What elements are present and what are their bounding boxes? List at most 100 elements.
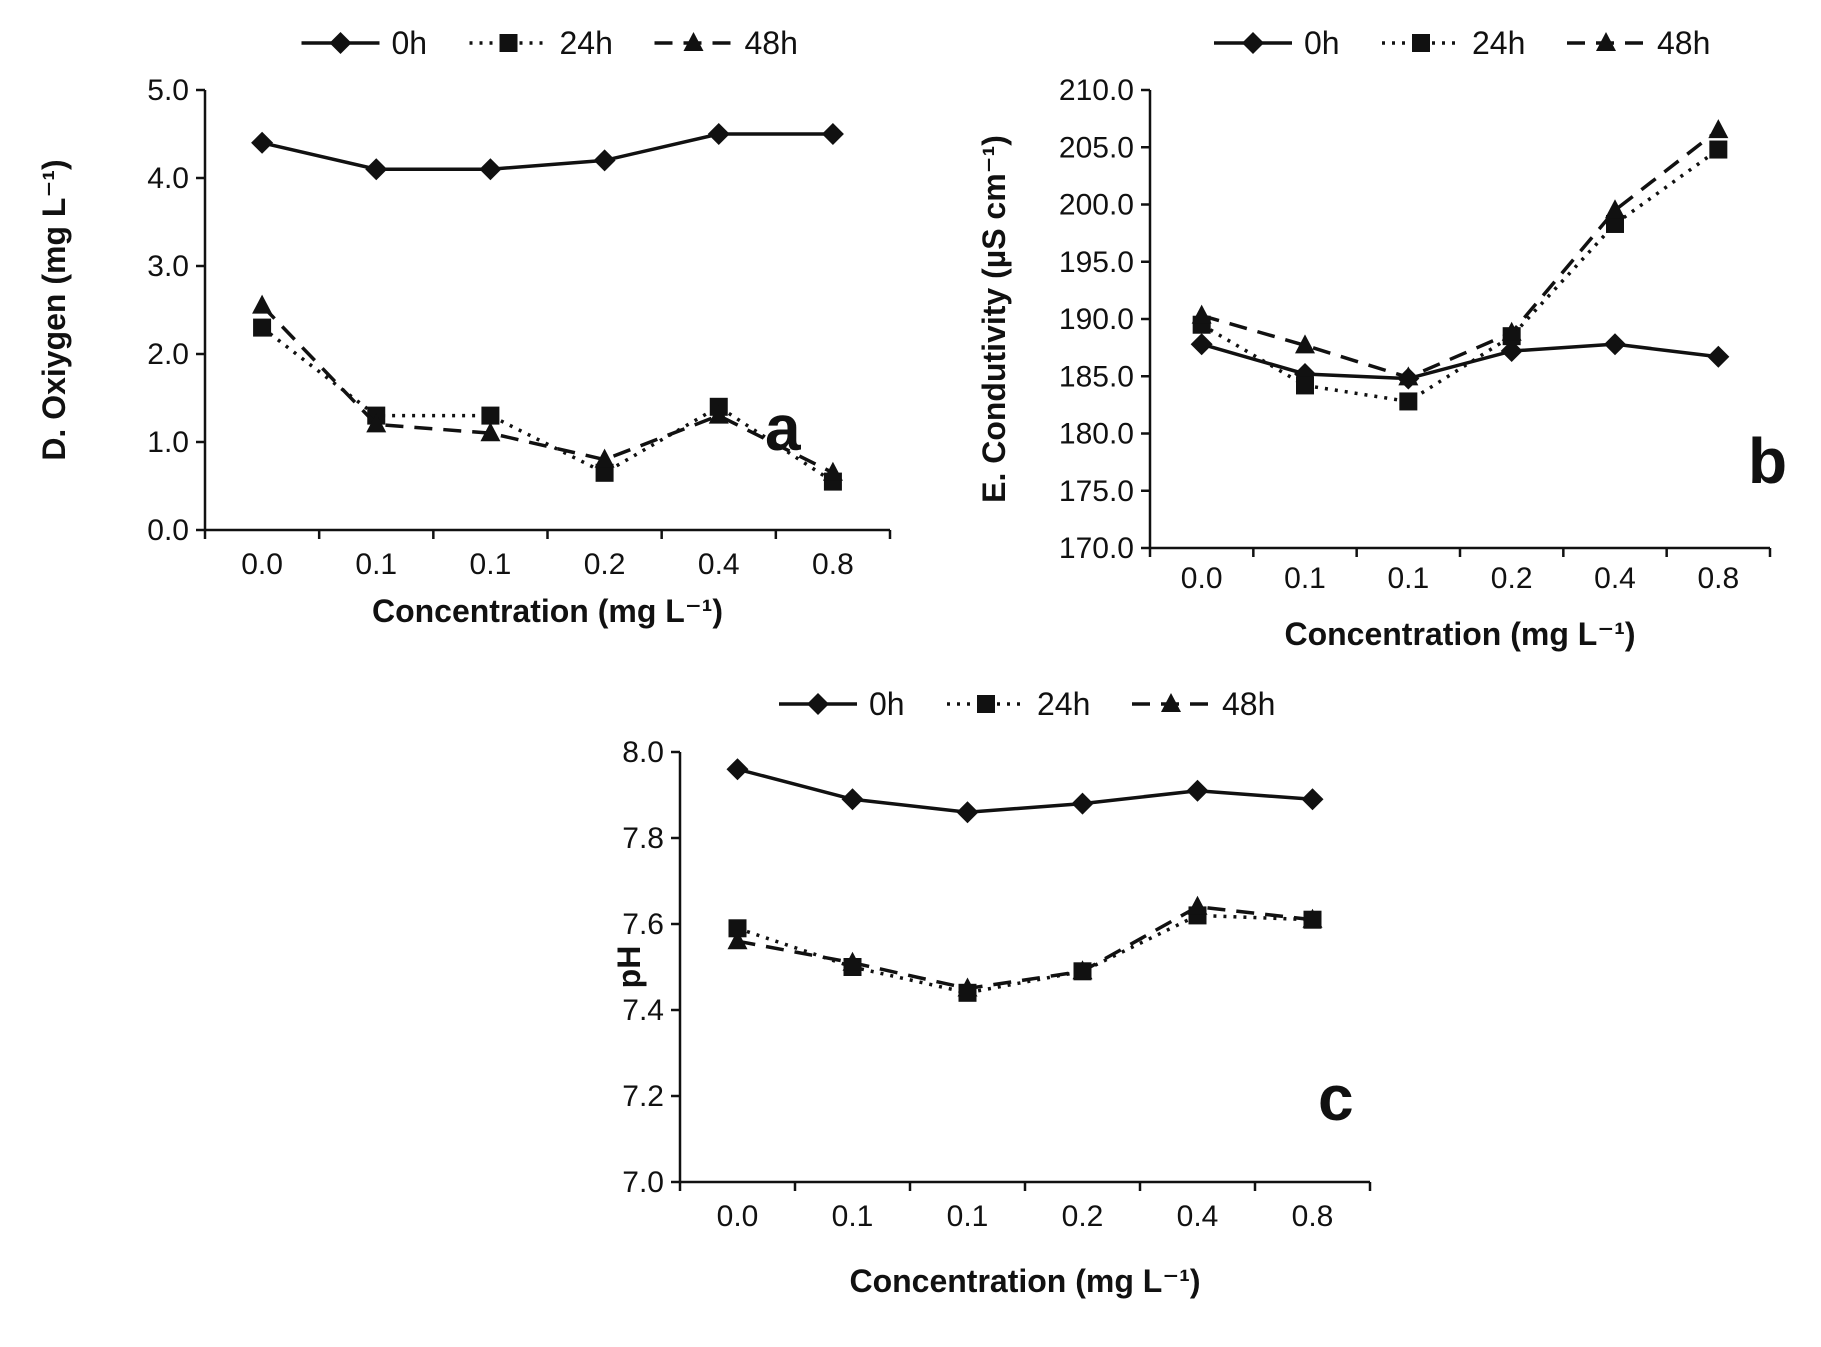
x-tick-label: 0.2 (1491, 562, 1533, 595)
diamond-marker (1301, 788, 1324, 811)
chart-a-dissolved-oxygen: 0.0 1.0 2.0 3.0 4.0 5.0 0.0 0.1 0.1 0.2 0.4 0.8 Conc… (36, 25, 892, 629)
diamond-marker (1071, 792, 1094, 815)
diamond-marker (251, 131, 274, 154)
y-tick-label: 7.6 (622, 908, 664, 941)
legend-item-24h: 24h (947, 686, 1090, 722)
y-axis-title: D. Oxiygen (mg L⁻¹) (36, 159, 72, 460)
legend-item-24h: 24h (1382, 25, 1525, 61)
legend-square-marker (1412, 34, 1430, 52)
legend-square-marker (977, 695, 995, 713)
y-tick-label: 7.8 (622, 822, 664, 855)
series-line-0h (1201, 342, 1719, 381)
y-tick-label: 180.0 (1059, 418, 1134, 451)
y-tick-label: 210.0 (1059, 74, 1134, 107)
x-tick-label: 0.1 (832, 1200, 874, 1233)
legend-triangle-marker (1161, 693, 1181, 712)
triangle-marker (842, 951, 863, 971)
triangle-marker (594, 448, 615, 468)
diamond-marker (726, 758, 749, 781)
x-tick-labels: 0.0 0.1 0.1 0.2 0.4 0.8 (717, 1200, 1334, 1233)
diamond-marker (1604, 333, 1626, 356)
x-tick-label: 0.1 (1284, 562, 1326, 595)
y-tick-label: 1.0 (147, 426, 189, 459)
series-markers-48h (1191, 119, 1729, 386)
triangle-marker (480, 422, 501, 442)
y-tick-labels: 7.0 7.2 7.4 7.6 7.8 8.0 (622, 736, 664, 1199)
series-markers-24h (728, 906, 1322, 1002)
triangle-marker (822, 461, 843, 481)
legend-item-48h: 48h (654, 25, 798, 61)
diamond-marker (1186, 779, 1209, 802)
square-marker (253, 318, 272, 337)
y-tick-label: 0.0 (147, 514, 189, 547)
series-markers-24h (253, 318, 842, 491)
legend-item-0h: 0h (301, 25, 428, 61)
legend: 0h 24h 48h (1214, 25, 1710, 61)
x-tick-label: 0.8 (1697, 562, 1739, 595)
square-marker (728, 919, 747, 938)
x-tick-label: 0.0 (717, 1200, 759, 1233)
panel-letter: a (765, 392, 801, 464)
x-axis-title: Concentration (mg L⁻¹) (1284, 616, 1635, 652)
square-marker (595, 463, 614, 482)
y-tick-label: 8.0 (622, 736, 664, 769)
diamond-marker (1707, 345, 1730, 368)
y-tick-label: 7.2 (622, 1080, 664, 1113)
diamond-marker (956, 801, 979, 824)
legend-label: 0h (392, 25, 428, 61)
panel-b: 170.0 175.0 180.0 185.0 190.0 195.0 200.0 205.0… (950, 5, 1810, 665)
series-markers-0h (1190, 333, 1730, 390)
triangle-marker (727, 930, 748, 950)
legend-label: 48h (1657, 25, 1710, 61)
legend-item-48h: 48h (1132, 686, 1275, 722)
triangle-marker (1501, 321, 1522, 341)
series-line-48h (1201, 128, 1720, 380)
y-tick-label: 200.0 (1059, 189, 1134, 222)
y-tick-label: 190.0 (1059, 303, 1134, 336)
legend-diamond-marker (807, 693, 829, 715)
series-line-0h (737, 767, 1313, 814)
triangle-marker (252, 294, 273, 314)
y-tick-label: 7.4 (622, 994, 664, 1027)
panel-c: 7.0 7.2 7.4 7.6 7.8 8.0 0.0 0.1 0.1 0.2 0.4 0.8 Conc… (430, 662, 1400, 1344)
x-axis-title: Concentration (mg L⁻¹) (849, 1263, 1200, 1299)
legend-item-24h: 24h (469, 25, 613, 61)
series-markers-0h (251, 123, 844, 181)
x-tick-labels: 0.0 0.1 0.1 0.2 0.4 0.8 (241, 548, 854, 581)
y-tick-label: 170.0 (1059, 532, 1134, 565)
x-tick-label: 0.8 (1292, 1200, 1334, 1233)
legend-label: 0h (1304, 25, 1340, 61)
square-marker (1399, 392, 1418, 411)
legend-label: 24h (1472, 25, 1525, 61)
chart-c-ph: 7.0 7.2 7.4 7.6 7.8 8.0 0.0 0.1 0.1 0.2 0.4 0.8 Conc… (611, 686, 1372, 1299)
triangle-marker (1187, 895, 1208, 915)
y-axis-title: E. Condutivity (µS cm⁻¹) (976, 135, 1012, 503)
y-tick-label: 4.0 (147, 162, 189, 195)
x-tick-label: 0.4 (1594, 562, 1636, 595)
y-tick-label: 175.0 (1059, 475, 1134, 508)
y-axis-title: pH (611, 946, 647, 989)
series-line-0h (261, 132, 833, 171)
y-tick-label: 195.0 (1059, 246, 1134, 279)
triangle-marker (366, 413, 387, 433)
x-tick-label: 0.4 (1177, 1200, 1219, 1233)
x-axis-title: Concentration (mg L⁻¹) (372, 593, 723, 629)
triangle-marker (708, 404, 729, 424)
legend-label: 48h (745, 25, 798, 61)
legend-item-48h: 48h (1567, 25, 1710, 61)
y-tick-label: 2.0 (147, 338, 189, 371)
legend: 0h 24h 48h (301, 25, 798, 61)
y-tick-label: 7.0 (622, 1166, 664, 1199)
diamond-marker (1190, 333, 1213, 356)
diamond-marker (1500, 340, 1523, 363)
diamond-marker (841, 788, 864, 811)
legend-item-0h: 0h (779, 686, 905, 722)
series-line-48h (260, 304, 834, 475)
series-markers-48h (727, 895, 1323, 997)
square-marker (481, 406, 500, 425)
panel-a: 0.0 1.0 2.0 3.0 4.0 5.0 0.0 0.1 0.1 0.2 0.4 0.8 Conc… (20, 5, 920, 665)
x-tick-label: 0.0 (1181, 562, 1223, 595)
triangle-marker (1191, 304, 1212, 324)
series-markers-24h (1192, 140, 1728, 411)
x-tick-label: 0.4 (698, 548, 740, 581)
